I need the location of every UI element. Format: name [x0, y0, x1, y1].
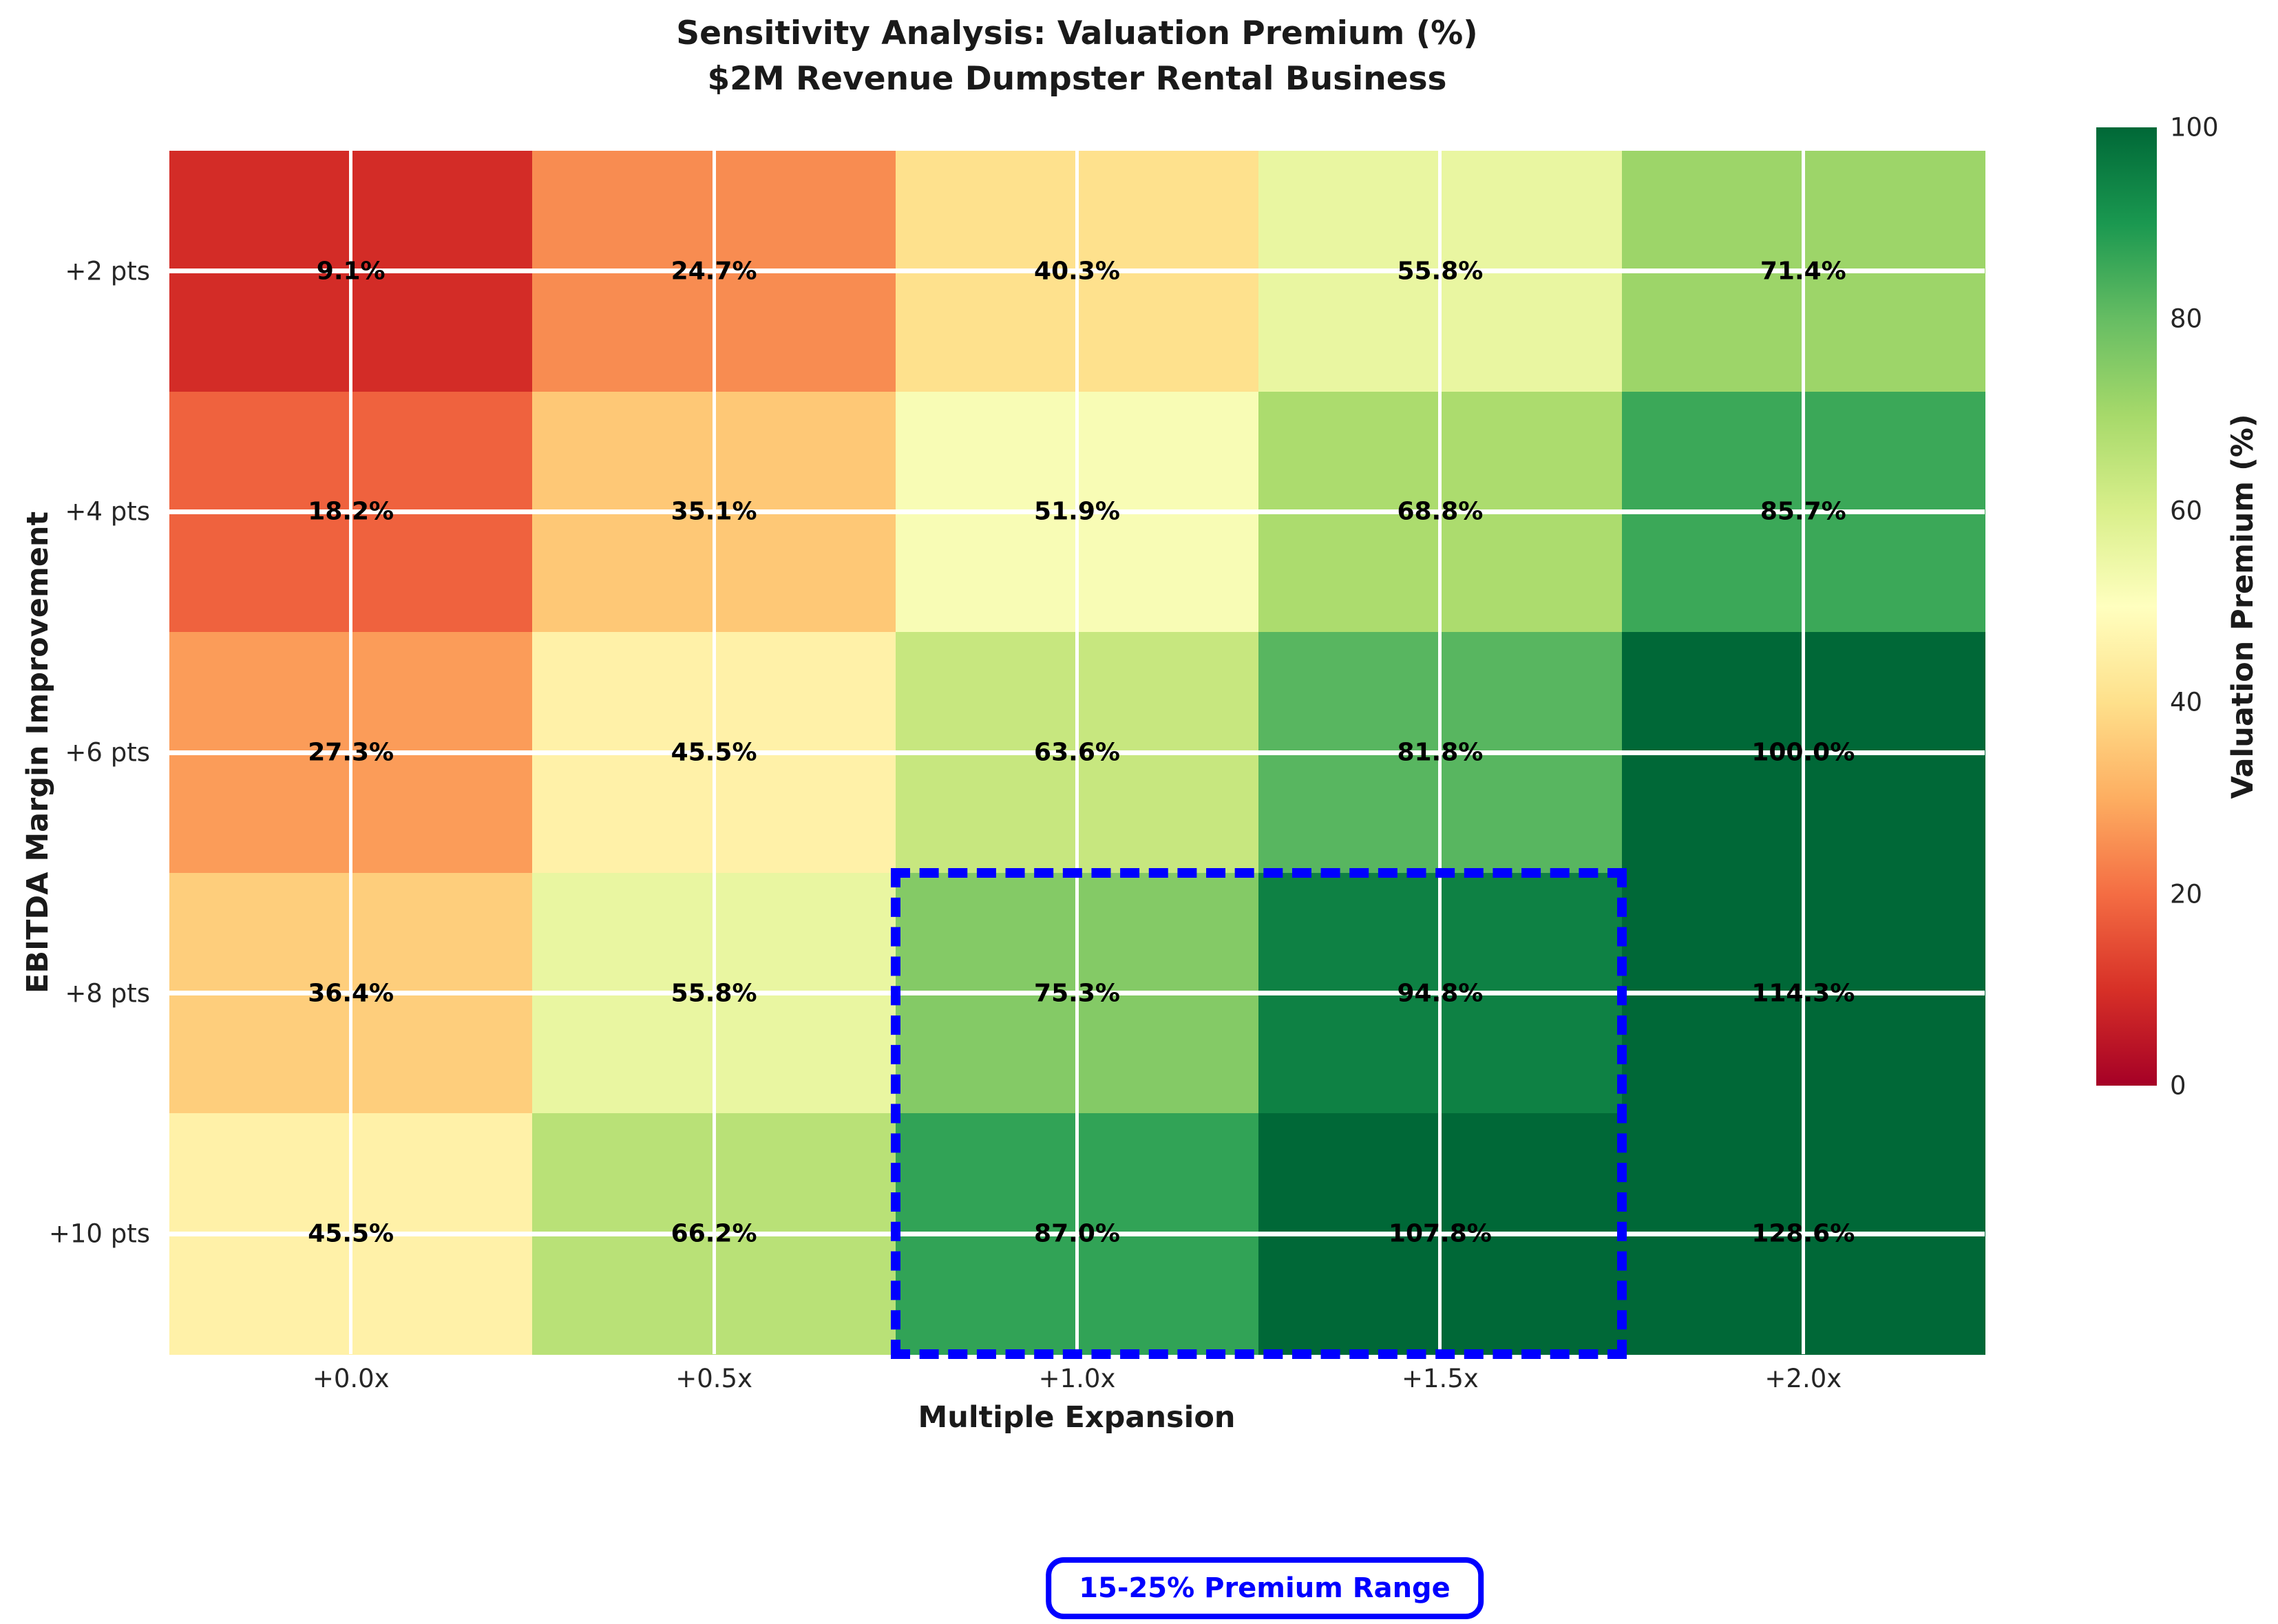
- x-tick-label: +1.0x: [1038, 1364, 1116, 1393]
- x-tick-label: +0.5x: [675, 1364, 752, 1393]
- y-tick-label: +2 pts: [65, 256, 150, 286]
- y-tick-label: +10 pts: [48, 1219, 150, 1249]
- cell-value-label: 40.3%: [1034, 257, 1120, 286]
- x-tick-label: +0.0x: [312, 1364, 390, 1393]
- cell-value-label: 63.6%: [1034, 738, 1120, 767]
- colorbar-tick-label: 80: [2170, 304, 2203, 334]
- gridline-vertical: [1438, 151, 1442, 1354]
- y-axis-title: EBITDA Margin Improvement: [21, 511, 55, 994]
- cell-value-label: 18.2%: [308, 497, 394, 526]
- colorbar-title: Valuation Premium (%): [2226, 414, 2260, 799]
- cell-value-label: 75.3%: [1034, 979, 1120, 1008]
- x-tick-label: +2.0x: [1764, 1364, 1842, 1393]
- cell-value-label: 71.4%: [1760, 257, 1846, 286]
- cell-value-label: 45.5%: [308, 1219, 394, 1248]
- y-tick-label: +6 pts: [65, 737, 150, 768]
- cell-value-label: 107.8%: [1388, 1219, 1492, 1248]
- colorbar-tick-label: 60: [2170, 496, 2203, 526]
- cell-value-label: 24.7%: [671, 257, 757, 286]
- gridline-vertical: [1075, 151, 1079, 1354]
- cell-value-label: 35.1%: [671, 497, 757, 526]
- colorbar-gradient: [2096, 127, 2157, 1086]
- gridline-vertical: [712, 151, 716, 1354]
- y-tick-label: +8 pts: [65, 978, 150, 1009]
- chart-title-line1: Sensitivity Analysis: Valuation Premium …: [676, 14, 1478, 52]
- colorbar-tick-label: 100: [2170, 112, 2219, 143]
- y-tick-label: +4 pts: [65, 496, 150, 527]
- cell-value-label: 51.9%: [1034, 497, 1120, 526]
- cell-value-label: 85.7%: [1760, 497, 1846, 526]
- gridline-vertical: [1801, 151, 1805, 1354]
- heatmap-grid: 9.1% 24.7% 40.3% 55.8% 71.4% 18.2% 35.1% 51.9% 6…: [169, 151, 1985, 1355]
- cell-value-label: 68.8%: [1397, 497, 1484, 526]
- cell-value-label: 27.3%: [308, 738, 394, 767]
- premium-range-highlight-box: [890, 867, 1627, 1359]
- colorbar-tick-label: 40: [2170, 687, 2203, 717]
- cell-value-label: 45.5%: [671, 738, 757, 767]
- cell-value-label: 55.8%: [671, 979, 757, 1008]
- x-axis-title: Multiple Expansion: [918, 1400, 1236, 1435]
- cell-value-label: 114.3%: [1751, 979, 1855, 1008]
- cell-value-label: 128.6%: [1751, 1219, 1855, 1248]
- cell-value-label: 36.4%: [308, 979, 394, 1008]
- cell-value-label: 94.8%: [1397, 979, 1484, 1008]
- cell-value-label: 66.2%: [671, 1219, 757, 1248]
- colorbar-tick-label: 20: [2170, 879, 2203, 909]
- chart-title-line2: $2M Revenue Dumpster Rental Business: [707, 60, 1447, 98]
- x-tick-label: +1.5x: [1402, 1364, 1479, 1393]
- cell-value-label: 9.1%: [316, 257, 386, 286]
- gridline-vertical: [349, 151, 353, 1354]
- premium-range-annotation: 15-25% Premium Range: [1046, 1557, 1484, 1619]
- chart-title: Sensitivity Analysis: Valuation Premium …: [169, 11, 1985, 102]
- cell-value-label: 100.0%: [1751, 738, 1855, 767]
- colorbar-tick-label: 0: [2170, 1071, 2186, 1101]
- cell-value-label: 81.8%: [1397, 738, 1484, 767]
- cell-value-label: 55.8%: [1397, 257, 1484, 286]
- cell-value-label: 87.0%: [1034, 1219, 1120, 1248]
